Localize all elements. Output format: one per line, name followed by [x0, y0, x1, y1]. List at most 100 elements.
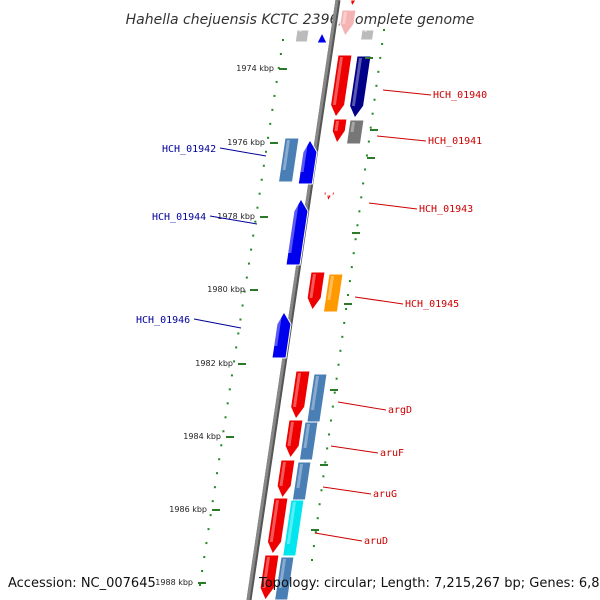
gene-blue-top — [315, 31, 329, 47]
left-guide-dot — [279, 52, 282, 55]
right-guide-dot — [358, 210, 361, 213]
gene-aruf-highlight — [287, 422, 294, 446]
left-guide-dot — [254, 220, 257, 223]
gene-red-bottom — [259, 554, 280, 600]
right-guide-dot — [371, 112, 374, 115]
right-guide-dot — [350, 266, 353, 269]
accession-text: Accession: NC_007645 — [8, 576, 156, 591]
right-guide-dot — [365, 154, 368, 157]
gene-label-hch01945[interactable]: HCH_01945 — [405, 299, 459, 310]
left-guide-dot — [211, 500, 214, 503]
plus-strand-labels: HCH_01940 HCH_01941 HCH_01943 HCH_01945 … — [364, 90, 487, 547]
left-guide-dot — [267, 136, 270, 139]
gene-red-top — [346, 0, 360, 8]
gene-label-hch01941[interactable]: HCH_01941 — [428, 136, 482, 147]
left-guide-dot — [226, 402, 229, 405]
gene-grey-mid — [345, 119, 365, 145]
left-guide-dot — [201, 570, 204, 573]
left-guide-dot — [218, 458, 221, 461]
right-guide-dot — [339, 349, 342, 352]
gene-hch01945-highlight — [309, 274, 316, 298]
gene-arud-highlight — [269, 500, 279, 542]
left-guide-dot — [220, 444, 223, 447]
gene-navy-body — [349, 55, 372, 119]
gene-hch01941-body — [331, 118, 348, 145]
gene-cyan — [282, 499, 305, 557]
gene-orange-body — [322, 273, 344, 313]
gene-label-hch01943[interactable]: HCH_01943 — [419, 204, 473, 215]
leader-line — [322, 486, 372, 495]
right-guide-dot — [326, 447, 329, 450]
map-title: Hahella chejuensis KCTC 2396, complete g… — [126, 12, 475, 28]
gene-grey-top-highlight — [364, 28, 368, 32]
right-guide-dot — [324, 461, 327, 464]
leader-line — [219, 147, 267, 157]
gene-label-arud[interactable]: aruD — [364, 536, 388, 547]
right-guide-dot — [356, 224, 359, 227]
gene-hch01941-highlight — [334, 121, 339, 131]
left-guide-dot — [252, 234, 255, 237]
gene-label-aruf[interactable]: aruF — [380, 448, 404, 459]
gene-hch01941 — [331, 118, 348, 145]
right-guide-dot — [320, 489, 323, 492]
right-guide-dot — [364, 168, 367, 171]
gene-steel-argd — [306, 373, 328, 423]
gene-label-hch01942[interactable]: HCH_01942 — [162, 144, 216, 155]
right-guide-dot — [316, 517, 319, 520]
leader-line — [354, 296, 404, 305]
left-guide-dot — [237, 332, 240, 335]
gene-argd-body — [290, 370, 311, 420]
gene-label-argd[interactable]: argD — [388, 405, 412, 416]
right-guide-dot — [369, 126, 372, 129]
gene-grey-left-body — [294, 29, 310, 43]
gene-pink-top-highlight — [342, 12, 347, 24]
right-guide-dot — [367, 140, 370, 143]
gene-navy — [349, 55, 372, 119]
leader-line — [382, 89, 432, 96]
gene-hch01942 — [277, 137, 300, 183]
right-guide-dot — [312, 545, 315, 548]
gene-grey-mid-highlight — [350, 122, 355, 132]
right-guide-dot — [314, 531, 317, 534]
left-guide-dot — [243, 290, 246, 293]
gene-label-hch01946[interactable]: HCH_01946 — [136, 315, 190, 326]
gene-label-hch01944[interactable]: HCH_01944 — [152, 212, 206, 223]
backbone-line — [246, 0, 339, 600]
gene-label-hch01940[interactable]: HCH_01940 — [433, 90, 487, 101]
gene-arug-highlight — [279, 462, 286, 486]
gene-track — [259, 0, 375, 600]
gene-blue-top-highlight — [318, 31, 322, 35]
left-guide-dot — [230, 374, 233, 377]
gene-arug-body — [276, 459, 296, 499]
right-guide-dot — [347, 294, 349, 296]
gene-grey-left — [294, 29, 310, 43]
left-guide-dot — [241, 304, 244, 307]
right-guide-dot — [318, 503, 321, 506]
gene-steel-arug — [291, 461, 312, 501]
right-guide-dot — [322, 475, 325, 478]
gene-hch01942-highlight — [282, 140, 290, 170]
leader-line — [314, 532, 363, 542]
gene-leader-lines — [193, 89, 432, 542]
kbp-tick-label: 1974 kbp — [236, 64, 274, 73]
gene-hch01946-highlight — [274, 314, 282, 346]
gene-red-top-highlight — [349, 0, 353, 2]
leader-line — [337, 401, 387, 411]
gene-red-top-body — [346, 0, 360, 8]
left-guide-dot — [203, 556, 206, 559]
left-guide-dot — [213, 486, 216, 489]
gene-argd-highlight — [292, 373, 301, 407]
gene-cyan-body — [282, 499, 305, 557]
gene-steel-arug-highlight — [296, 464, 303, 488]
leader-line — [376, 135, 427, 142]
gene-hch01944 — [285, 198, 309, 266]
kbp-tick-label: 1980 kbp — [207, 285, 245, 294]
right-guide-dot — [328, 433, 331, 436]
left-guide-dot — [262, 164, 265, 167]
gene-blue-upper — [297, 139, 318, 185]
right-guide-dot — [311, 559, 313, 561]
gene-hch01946-body — [271, 311, 292, 359]
leader-line — [209, 215, 258, 225]
gene-label-arug[interactable]: aruG — [373, 489, 397, 500]
